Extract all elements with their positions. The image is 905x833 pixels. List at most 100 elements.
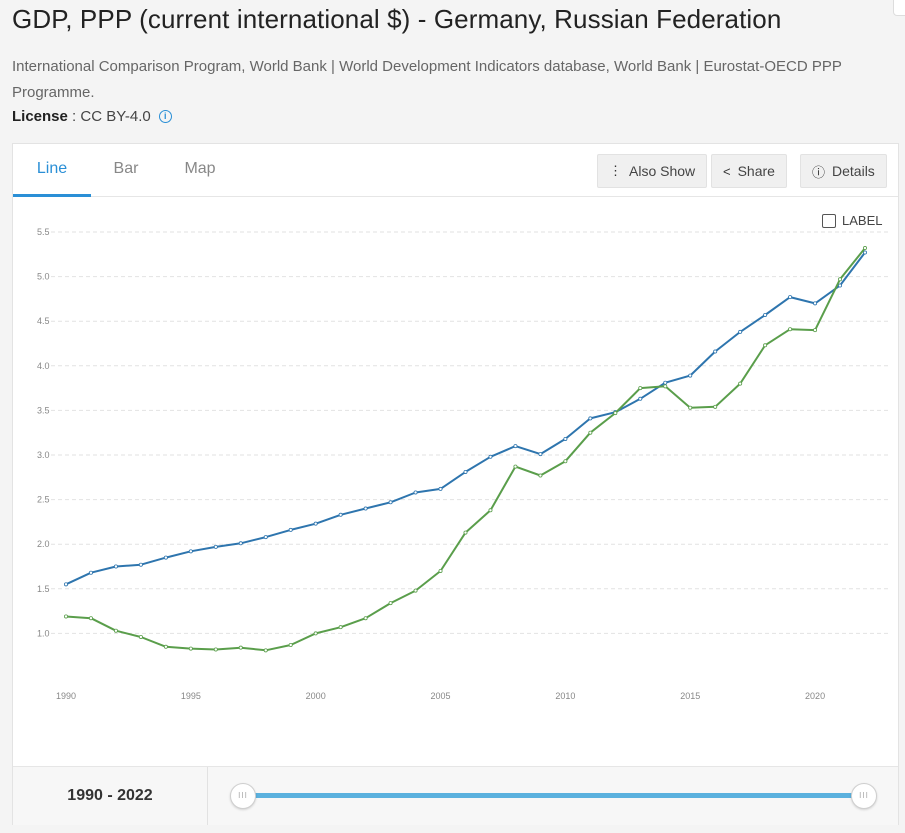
data-point [513, 444, 518, 449]
data-point [113, 628, 118, 633]
series-line-russian-federation [65, 247, 866, 652]
data-point [688, 405, 693, 410]
grid-lines [51, 231, 889, 634]
tab-map[interactable]: Map [184, 160, 216, 177]
data-point [538, 473, 543, 478]
data-point [188, 549, 193, 554]
data-point [638, 386, 643, 391]
data-point [538, 452, 543, 457]
kebab-icon: ⋮ [609, 163, 622, 178]
data-point [813, 328, 818, 333]
x-tick-label: 2000 [306, 691, 326, 701]
data-point [313, 631, 318, 636]
data-point [163, 644, 168, 649]
data-point [638, 396, 643, 401]
view-tabs: Line Bar Map ⋮ Also Show < Share ⓘ Detai… [13, 144, 898, 197]
label-checkbox[interactable] [822, 213, 836, 228]
range-slider-track[interactable] [243, 793, 865, 798]
data-point [388, 500, 393, 505]
tab-bar[interactable]: Bar [113, 160, 139, 177]
data-point [64, 582, 69, 587]
data-point [64, 614, 69, 619]
y-tick-label: 5.0 [37, 272, 50, 282]
data-point [663, 380, 668, 385]
x-tick-label: 1990 [56, 691, 76, 701]
y-tick-label: 3.0 [37, 450, 50, 460]
data-point [563, 436, 568, 441]
y-tick-label: 3.5 [37, 405, 50, 415]
y-tick-label: 5.5 [37, 227, 50, 237]
info-icon[interactable]: i [158, 110, 172, 123]
data-point [313, 521, 318, 526]
page-title: GDP, PPP (current international $) - Ger… [12, 4, 782, 34]
also-show-button[interactable]: ⋮ Also Show [597, 154, 708, 188]
data-point [463, 530, 468, 535]
data-point [788, 295, 793, 300]
data-point [88, 570, 93, 575]
data-point [413, 588, 418, 593]
data-point [713, 349, 718, 354]
y-tick-label: 1.0 [37, 628, 50, 638]
corner-button[interactable] [893, 0, 905, 16]
data-point [688, 373, 693, 378]
data-point [163, 555, 168, 560]
x-tick-label: 2010 [555, 691, 575, 701]
data-point [613, 411, 618, 416]
data-point [288, 642, 293, 647]
data-point [513, 464, 518, 469]
range-start-handle[interactable]: III [230, 783, 256, 809]
data-point [363, 506, 368, 511]
tab-line[interactable]: Line [13, 144, 91, 197]
data-point [713, 404, 718, 409]
data-point [113, 564, 118, 569]
data-point [438, 568, 443, 573]
y-tick-label: 2.5 [37, 495, 50, 505]
data-point [188, 646, 193, 651]
data-point [338, 512, 343, 517]
y-tick-label: 2.0 [37, 539, 50, 549]
y-tick-label: 4.5 [37, 316, 50, 326]
x-tick-label: 2020 [805, 691, 825, 701]
data-point [388, 601, 393, 606]
data-point [563, 459, 568, 464]
range-footer: 1990 - 2022 III III [13, 766, 898, 825]
chart-panel: Line Bar Map ⋮ Also Show < Share ⓘ Detai… [12, 143, 899, 825]
data-point [263, 648, 268, 653]
label-toggle[interactable]: LABEL [822, 213, 882, 228]
data-point [788, 327, 793, 332]
data-point [238, 541, 243, 546]
data-point [763, 312, 768, 317]
data-point [863, 250, 868, 255]
line-chart: 1.0 1.5 2.0 2.5 3.0 3.5 4.0 4.5 5.0 5.5 1990 1995 2… [37, 227, 889, 701]
data-point [863, 246, 868, 251]
data-point [138, 634, 143, 639]
data-point [413, 490, 418, 495]
year-range-label: 1990 - 2022 [13, 767, 208, 825]
data-point [738, 329, 743, 334]
y-tick-label: 1.5 [37, 584, 50, 594]
data-point [363, 616, 368, 621]
data-point [463, 469, 468, 474]
share-icon: < [723, 163, 731, 179]
info-circle-icon: ⓘ [812, 164, 826, 180]
source-list: International Comparison Program, World … [12, 58, 842, 101]
license-line: License : CC BY-4.0 i [12, 108, 172, 125]
data-point [213, 544, 218, 549]
y-axis-ticks: 1.0 1.5 2.0 2.5 3.0 3.5 4.0 4.5 5.0 5.5 [37, 227, 50, 638]
share-label: Share [737, 163, 775, 179]
data-point [838, 283, 843, 288]
x-tick-label: 1995 [181, 691, 201, 701]
share-button[interactable]: < Share [711, 154, 787, 188]
data-point [588, 430, 593, 435]
license-value[interactable]: CC BY-4.0 [80, 108, 151, 125]
data-point [588, 416, 593, 421]
data-point [488, 508, 493, 513]
data-point [813, 301, 818, 306]
range-end-handle[interactable]: III [851, 783, 877, 809]
data-point [88, 616, 93, 621]
details-label: Details [832, 163, 875, 179]
series-lines [64, 246, 868, 653]
data-point [663, 384, 668, 389]
data-point [763, 343, 768, 348]
details-button[interactable]: ⓘ Details [800, 154, 887, 188]
